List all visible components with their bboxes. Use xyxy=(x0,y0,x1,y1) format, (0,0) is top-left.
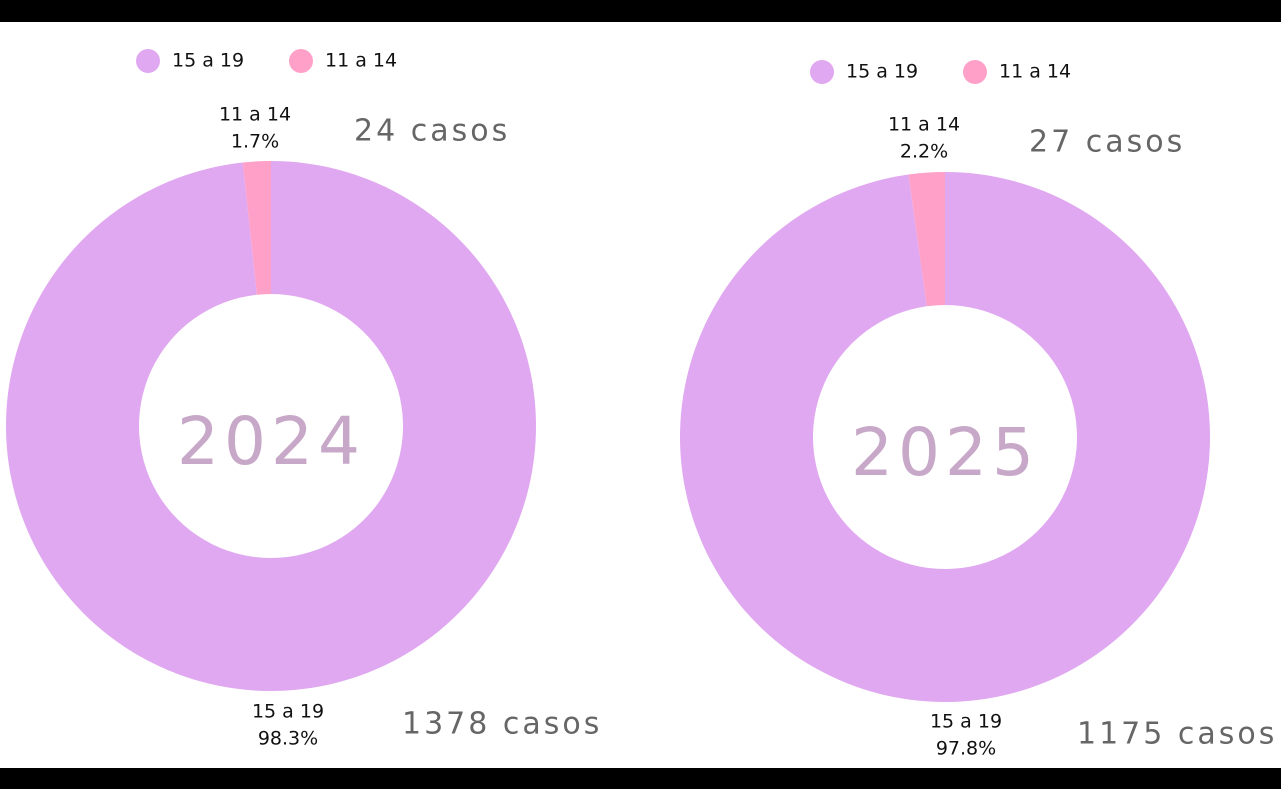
center-label: 2025 xyxy=(851,414,1039,491)
annotation: 24 casos xyxy=(354,114,510,149)
data-label-category: 11 a 14 xyxy=(219,104,291,126)
legend-label: 15 a 19 xyxy=(172,50,244,72)
legend-swatch xyxy=(810,60,834,84)
annotation: 27 casos xyxy=(1029,125,1185,160)
data-label-value: 2.2% xyxy=(900,141,948,163)
annotation: 1378 casos xyxy=(402,707,602,742)
center-label: 2024 xyxy=(177,403,365,480)
data-label-category: 11 a 14 xyxy=(888,114,960,136)
legend-label: 15 a 19 xyxy=(846,61,918,83)
donut-slice xyxy=(6,161,537,692)
data-label-category: 15 a 19 xyxy=(252,701,324,723)
data-label-value: 98.3% xyxy=(258,728,318,750)
donut-slice xyxy=(242,161,271,295)
legend-swatch xyxy=(963,60,987,84)
legend-swatch xyxy=(136,49,160,73)
data-label-category: 15 a 19 xyxy=(930,711,1002,733)
legend-swatch xyxy=(289,49,313,73)
annotation: 1175 casos xyxy=(1077,717,1277,752)
data-label-value: 1.7% xyxy=(231,131,279,153)
legend-label: 11 a 14 xyxy=(325,50,397,72)
data-label-value: 97.8% xyxy=(936,738,996,760)
bottom-bar xyxy=(0,768,1281,789)
legend-label: 11 a 14 xyxy=(999,61,1071,83)
top-bar xyxy=(0,0,1281,22)
donut-slice xyxy=(908,172,945,307)
donut-slice xyxy=(680,172,1210,703)
